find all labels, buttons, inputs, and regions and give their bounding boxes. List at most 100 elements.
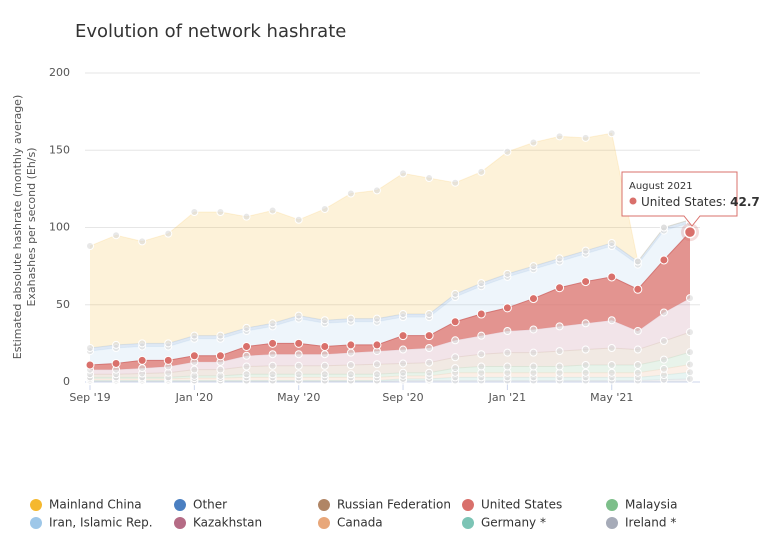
point (294, 350, 303, 359)
y-axis-title: Exahashes per second (Eh/s) (25, 147, 38, 306)
point (372, 186, 381, 195)
legend-marker[interactable] (318, 517, 330, 529)
point (477, 167, 486, 176)
x-tick-label: May '21 (590, 391, 633, 404)
point (425, 174, 434, 183)
legend-marker[interactable] (30, 499, 42, 511)
area (90, 298, 690, 375)
point (581, 345, 590, 354)
point (346, 348, 355, 357)
point (581, 133, 590, 142)
point (503, 327, 512, 336)
point (477, 331, 486, 340)
point (686, 328, 694, 337)
point (555, 283, 565, 293)
legend-marker[interactable] (174, 499, 186, 511)
legend-label[interactable]: Malaysia (625, 498, 677, 512)
legend-label[interactable]: Mainland China (49, 498, 142, 512)
point (268, 206, 277, 215)
point (372, 340, 382, 350)
point (528, 294, 538, 304)
point (633, 345, 642, 354)
area (90, 364, 690, 381)
legend-marker[interactable] (462, 499, 474, 511)
area (90, 133, 690, 349)
tooltip-text: United States: 42.7 (641, 195, 760, 209)
point (659, 355, 668, 364)
point (215, 351, 225, 361)
legend-marker[interactable] (606, 499, 618, 511)
legend[interactable]: Mainland China Other Russian Federation Uni… (30, 498, 677, 530)
point (659, 308, 668, 317)
point (607, 316, 616, 325)
point (451, 353, 460, 362)
point (190, 331, 199, 340)
point (399, 368, 408, 377)
x-tick-label: Jan '20 (175, 391, 213, 404)
point (607, 238, 616, 247)
y-tick-label: 200 (49, 66, 70, 79)
legend-marker[interactable] (318, 499, 330, 511)
area-line (90, 371, 691, 381)
point (607, 129, 616, 138)
point (477, 279, 486, 288)
point (477, 362, 486, 371)
point (686, 368, 694, 377)
plot-area: 0 50 100 150 200 Estimated absolute hashrate … (11, 66, 700, 404)
point (111, 358, 121, 368)
legend-label[interactable]: United States (481, 498, 562, 512)
point (372, 360, 381, 369)
point (425, 344, 434, 353)
point (555, 347, 564, 356)
point (502, 303, 512, 313)
point (372, 314, 381, 323)
point (399, 345, 408, 354)
legend-label[interactable]: Ireland * (625, 516, 676, 530)
point (216, 331, 225, 340)
area-line (89, 219, 691, 349)
point (138, 339, 147, 348)
point (503, 348, 512, 357)
point (581, 246, 590, 255)
point (686, 294, 694, 303)
area (90, 352, 690, 379)
point (242, 323, 251, 332)
legend-label[interactable]: Canada (337, 516, 383, 530)
point (242, 212, 251, 221)
area-line (90, 364, 691, 380)
area-line (89, 132, 691, 263)
point (112, 231, 121, 240)
point (686, 374, 694, 383)
area (90, 232, 690, 370)
point (633, 327, 642, 336)
area-line (90, 351, 691, 378)
point (659, 223, 668, 232)
point (633, 284, 643, 294)
point (320, 204, 329, 213)
point (607, 344, 616, 353)
point (164, 229, 173, 238)
legend-label[interactable]: Iran, Islamic Rep. (49, 516, 153, 530)
area-line (89, 222, 691, 352)
legend-label[interactable]: Kazakhstan (193, 516, 262, 530)
legend-label[interactable]: Other (193, 498, 227, 512)
legend-marker[interactable] (30, 517, 42, 529)
legend-label[interactable]: Russian Federation (337, 498, 451, 512)
legend-marker[interactable] (174, 517, 186, 529)
tooltip-value: 42.7 (730, 195, 760, 209)
point (451, 364, 460, 373)
y-tick-label: 0 (63, 375, 70, 388)
legend-marker[interactable] (462, 517, 474, 529)
legend-label[interactable]: Germany * (481, 516, 546, 530)
point (268, 370, 277, 379)
point (346, 189, 355, 198)
tooltip-title: August 2021 (629, 181, 693, 192)
point (346, 314, 355, 323)
legend-marker[interactable] (606, 517, 618, 529)
point (242, 362, 251, 371)
point (163, 355, 173, 365)
point (451, 336, 460, 345)
point (399, 310, 408, 319)
point (424, 331, 434, 341)
point (529, 262, 538, 271)
